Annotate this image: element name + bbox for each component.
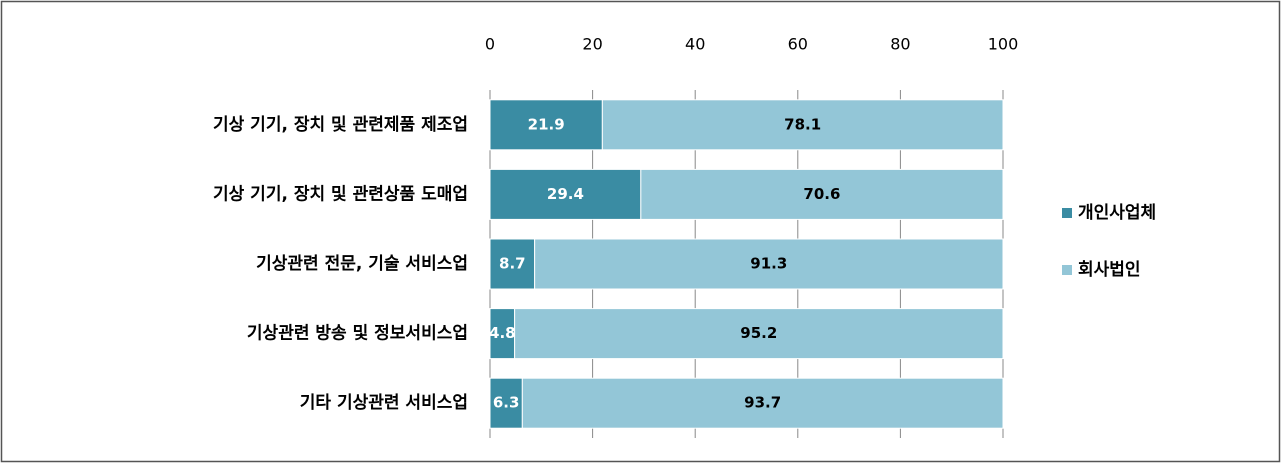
y-tick-label: 기상 기기, 장치 및 관련제품 제조업	[213, 115, 468, 135]
x-tick-label: 80	[890, 35, 910, 54]
y-tick-label: 기타 기상관련 서비스업	[300, 393, 468, 413]
legend-swatch	[1062, 208, 1072, 218]
bar-segment	[640, 168, 1004, 220]
value-label: 70.6	[803, 185, 840, 203]
bar-segment	[489, 238, 536, 290]
y-tick-label: 기상 기기, 장치 및 관련상품 도매업	[213, 184, 468, 204]
x-tick-label: 40	[685, 35, 705, 54]
value-label: 4.8	[489, 324, 516, 342]
value-label: 91.3	[750, 255, 787, 273]
legend-swatch	[1062, 265, 1072, 275]
bar-segment	[534, 238, 1004, 290]
bar-segment	[514, 308, 1004, 360]
bar-segment	[489, 168, 642, 220]
value-label: 8.7	[499, 255, 526, 273]
bar-segment	[489, 99, 603, 151]
value-label: 6.3	[493, 394, 520, 412]
bar-segment	[601, 99, 1004, 151]
value-label: 21.9	[528, 115, 565, 133]
x-tick-label: 60	[788, 35, 808, 54]
y-tick-label: 기상관련 전문, 기술 서비스업	[256, 254, 468, 274]
value-label: 78.1	[784, 115, 821, 133]
y-tick-label: 기상관련 방송 및 정보서비스업	[247, 324, 468, 344]
value-label: 29.4	[547, 185, 584, 203]
value-label: 93.7	[744, 394, 781, 412]
x-tick-label: 20	[582, 35, 602, 54]
x-tick-label: 100	[988, 35, 1019, 54]
legend-label: 회사법인	[1078, 260, 1141, 280]
x-tick-label: 0	[485, 35, 495, 54]
legend-label: 개인사업체	[1078, 203, 1156, 223]
bar-segment	[521, 377, 1004, 429]
value-label: 95.2	[740, 324, 777, 342]
